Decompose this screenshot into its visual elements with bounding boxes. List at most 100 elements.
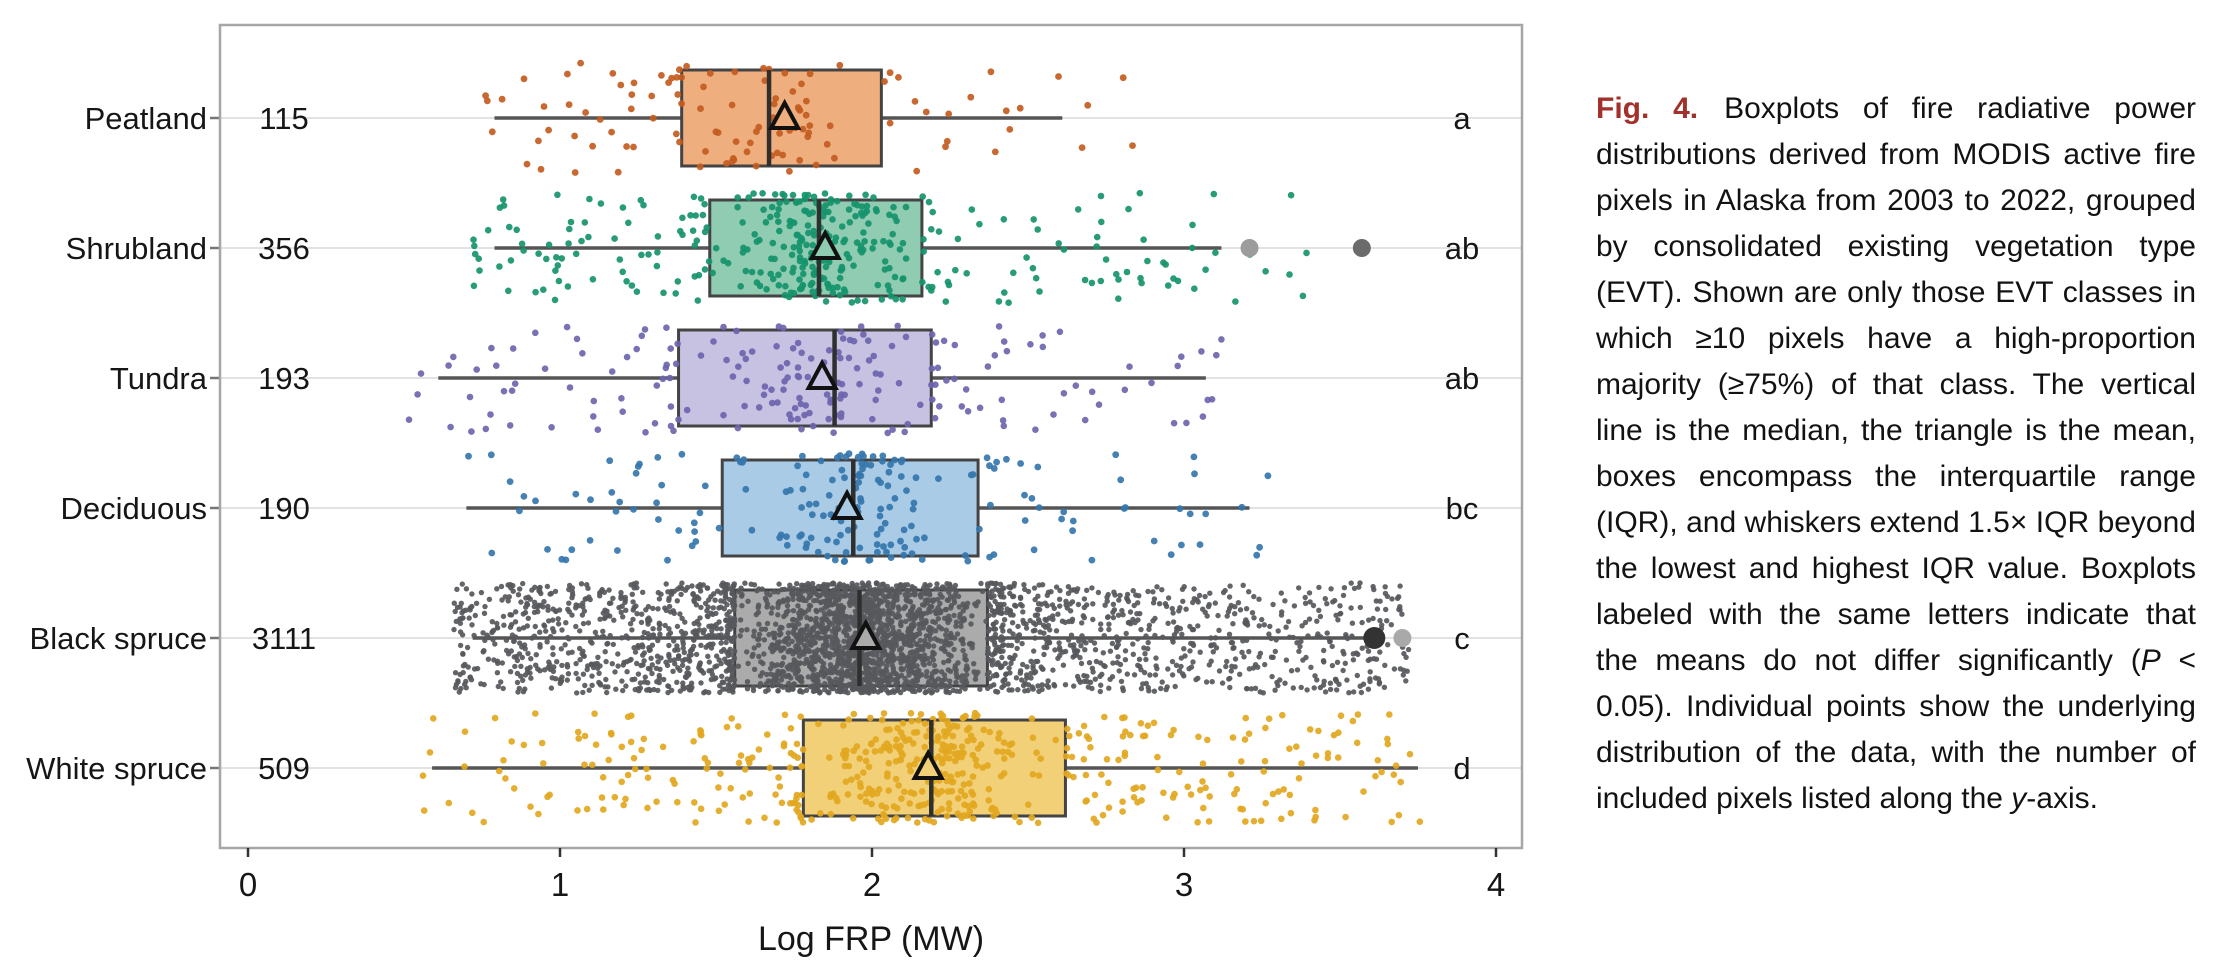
data-point <box>1242 818 1249 825</box>
data-point <box>912 688 918 695</box>
data-point <box>648 92 656 100</box>
data-point <box>630 607 636 613</box>
data-point <box>658 72 665 79</box>
data-point <box>1003 347 1011 355</box>
data-point <box>1286 791 1294 799</box>
data-point <box>881 258 889 265</box>
data-point <box>858 249 866 256</box>
data-point <box>564 283 572 290</box>
data-point <box>702 600 709 607</box>
data-point <box>780 265 787 273</box>
category-label: Peatland <box>85 101 207 136</box>
data-point <box>881 611 887 617</box>
data-point <box>796 621 802 627</box>
data-point <box>756 653 762 660</box>
data-point <box>1104 614 1111 620</box>
data-point <box>861 297 869 305</box>
data-point <box>897 537 904 545</box>
data-point <box>910 678 916 684</box>
data-point <box>774 662 780 668</box>
data-point <box>810 227 817 235</box>
data-point <box>1187 791 1195 798</box>
data-point <box>1181 646 1187 652</box>
data-point <box>732 138 740 146</box>
data-point <box>1206 601 1212 608</box>
data-point <box>1324 630 1330 636</box>
data-point <box>822 653 828 659</box>
data-point <box>848 598 854 604</box>
data-point <box>1298 760 1305 767</box>
data-point <box>694 629 700 635</box>
data-point <box>978 580 984 587</box>
data-point <box>854 201 861 209</box>
data-point <box>1150 719 1158 727</box>
data-point <box>613 686 619 692</box>
data-point <box>730 665 737 671</box>
data-point <box>589 276 597 283</box>
data-point <box>998 663 1004 669</box>
data-point <box>848 299 856 306</box>
data-point <box>907 608 914 614</box>
data-point <box>675 416 682 423</box>
data-point <box>755 602 762 608</box>
data-point <box>1365 686 1372 692</box>
data-point <box>661 676 667 683</box>
data-point <box>751 645 757 651</box>
data-point <box>951 646 957 653</box>
data-point <box>870 238 878 246</box>
data-point <box>818 599 824 606</box>
data-point <box>841 288 849 296</box>
data-point <box>931 662 938 669</box>
data-point <box>834 688 840 694</box>
data-point <box>921 720 929 727</box>
data-point <box>675 527 683 534</box>
data-point <box>857 323 865 330</box>
data-point <box>564 677 570 683</box>
data-point <box>1238 503 1246 511</box>
data-point <box>865 669 872 676</box>
data-point <box>452 608 458 615</box>
data-point <box>848 662 854 668</box>
data-point <box>1062 682 1069 688</box>
data-point <box>865 556 873 564</box>
data-point <box>1116 597 1122 603</box>
data-point <box>1275 788 1282 795</box>
data-point <box>522 672 529 678</box>
data-point <box>829 637 835 643</box>
data-point <box>1262 661 1268 668</box>
data-point <box>943 748 950 755</box>
data-point <box>666 374 674 382</box>
data-point <box>706 668 712 674</box>
data-point <box>1283 657 1290 663</box>
data-point <box>655 659 661 665</box>
data-point <box>824 616 830 622</box>
data-point <box>674 278 682 285</box>
data-point <box>743 377 750 385</box>
data-point <box>470 236 477 243</box>
data-point <box>898 645 905 652</box>
data-point <box>880 543 887 550</box>
data-point <box>794 675 801 681</box>
data-point <box>1093 243 1100 250</box>
data-point <box>1195 733 1202 741</box>
data-point <box>1088 388 1096 396</box>
data-point <box>1075 601 1082 608</box>
data-point <box>872 609 878 615</box>
data-point <box>1081 276 1089 284</box>
data-point <box>688 652 694 658</box>
data-point <box>580 671 587 677</box>
data-point <box>505 287 512 295</box>
data-point <box>1019 640 1025 647</box>
data-point <box>650 605 656 612</box>
data-point <box>772 95 780 102</box>
data-point <box>585 233 592 241</box>
data-point <box>781 192 788 199</box>
data-point <box>597 590 603 596</box>
data-point <box>1283 624 1289 630</box>
data-point <box>1210 190 1218 198</box>
data-point <box>884 602 891 609</box>
data-point <box>866 690 872 696</box>
data-point <box>826 754 833 761</box>
data-point <box>525 594 532 600</box>
data-point <box>1286 634 1293 640</box>
